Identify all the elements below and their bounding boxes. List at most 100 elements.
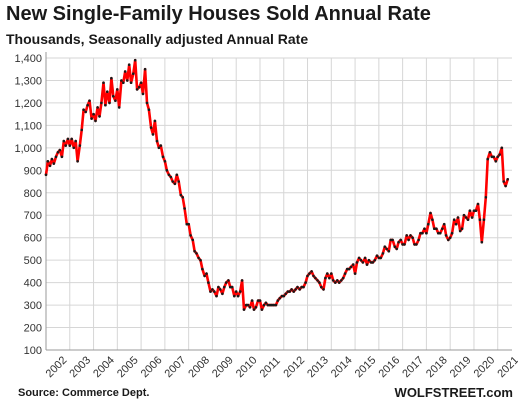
data-point: [302, 285, 305, 289]
data-point: [145, 101, 149, 105]
data-point: [409, 234, 412, 237]
data-point: [233, 294, 236, 298]
data-point: [234, 290, 238, 293]
data-point: [504, 184, 507, 188]
data-point: [246, 303, 250, 307]
data-point: [248, 306, 252, 309]
data-point: [272, 303, 276, 307]
x-tick-label: 2019: [448, 354, 474, 380]
y-tick-label: 1,200: [14, 98, 42, 110]
data-point: [147, 108, 151, 111]
data-point: [80, 128, 83, 132]
data-point: [373, 258, 377, 262]
data-point: [282, 294, 286, 298]
data-point: [197, 256, 200, 260]
data-point: [353, 272, 357, 275]
data-point: [460, 227, 464, 230]
data-point: [129, 81, 133, 84]
data-point: [159, 144, 163, 147]
data-point: [187, 222, 190, 226]
data-point: [171, 180, 174, 183]
data-point: [169, 175, 173, 179]
data-point: [343, 272, 347, 275]
data-point: [371, 261, 375, 264]
data-point: [456, 216, 460, 219]
data-point: [141, 92, 145, 96]
y-tick-label: 1,300: [14, 75, 42, 87]
data-point: [379, 256, 383, 260]
data-point: [417, 238, 420, 242]
x-tick-label: 2013: [305, 354, 331, 380]
data-point: [413, 243, 416, 246]
data-point: [120, 79, 123, 82]
data-point: [492, 155, 496, 159]
data-point: [502, 180, 506, 183]
data-point: [506, 178, 510, 181]
data-point: [292, 290, 296, 293]
data-point: [447, 238, 450, 242]
data-point: [441, 227, 444, 230]
data-point: [351, 263, 355, 266]
data-point: [405, 234, 409, 237]
data-point: [334, 281, 337, 284]
data-point: [490, 155, 494, 159]
data-point: [444, 234, 448, 237]
data-point: [349, 265, 353, 269]
x-tick-label: 2015: [353, 354, 379, 380]
data-point: [68, 144, 72, 147]
data-point: [72, 146, 76, 150]
data-point: [106, 90, 109, 93]
data-point: [60, 155, 64, 159]
data-point: [331, 279, 335, 282]
data-point: [191, 238, 194, 242]
data-point: [157, 146, 161, 150]
data-point: [395, 247, 399, 251]
data-point: [312, 274, 315, 278]
data-point: [201, 267, 204, 271]
data-point: [377, 256, 381, 260]
data-point: [211, 288, 214, 291]
data-point: [64, 144, 67, 147]
data-point: [221, 292, 224, 296]
data-point: [326, 272, 329, 275]
data-point: [442, 222, 446, 226]
data-point: [86, 103, 89, 107]
data-point: [484, 196, 488, 199]
data-point: [340, 279, 343, 282]
data-point: [411, 236, 414, 239]
data-point: [143, 67, 147, 71]
data-point: [448, 236, 452, 239]
data-point: [110, 76, 113, 80]
data-point: [223, 285, 226, 289]
data-point: [294, 288, 297, 291]
data-point: [468, 209, 472, 212]
data-point: [429, 211, 432, 215]
series-layer: [44, 58, 510, 311]
data-point: [427, 222, 430, 226]
data-point: [177, 180, 180, 183]
data-point: [179, 193, 183, 197]
data-point: [300, 285, 303, 289]
data-point: [347, 267, 351, 271]
data-point: [250, 299, 254, 302]
data-point: [135, 88, 139, 91]
data-point: [62, 139, 66, 143]
data-point: [359, 258, 363, 262]
data-point: [256, 299, 260, 302]
data-point: [149, 126, 153, 129]
data-point: [44, 173, 48, 177]
data-point: [185, 222, 189, 226]
data-point: [88, 99, 91, 102]
data-point: [330, 272, 333, 275]
data-point: [94, 119, 97, 123]
data-point: [203, 274, 206, 278]
x-tick-label: 2012: [281, 354, 307, 380]
y-tick-label: 100: [24, 345, 42, 357]
data-point: [98, 115, 101, 118]
data-point: [466, 218, 470, 221]
data-point: [476, 202, 480, 206]
data-point: [458, 229, 462, 233]
y-tick-label: 500: [24, 255, 42, 267]
data-point: [387, 249, 391, 253]
data-point: [480, 240, 484, 244]
